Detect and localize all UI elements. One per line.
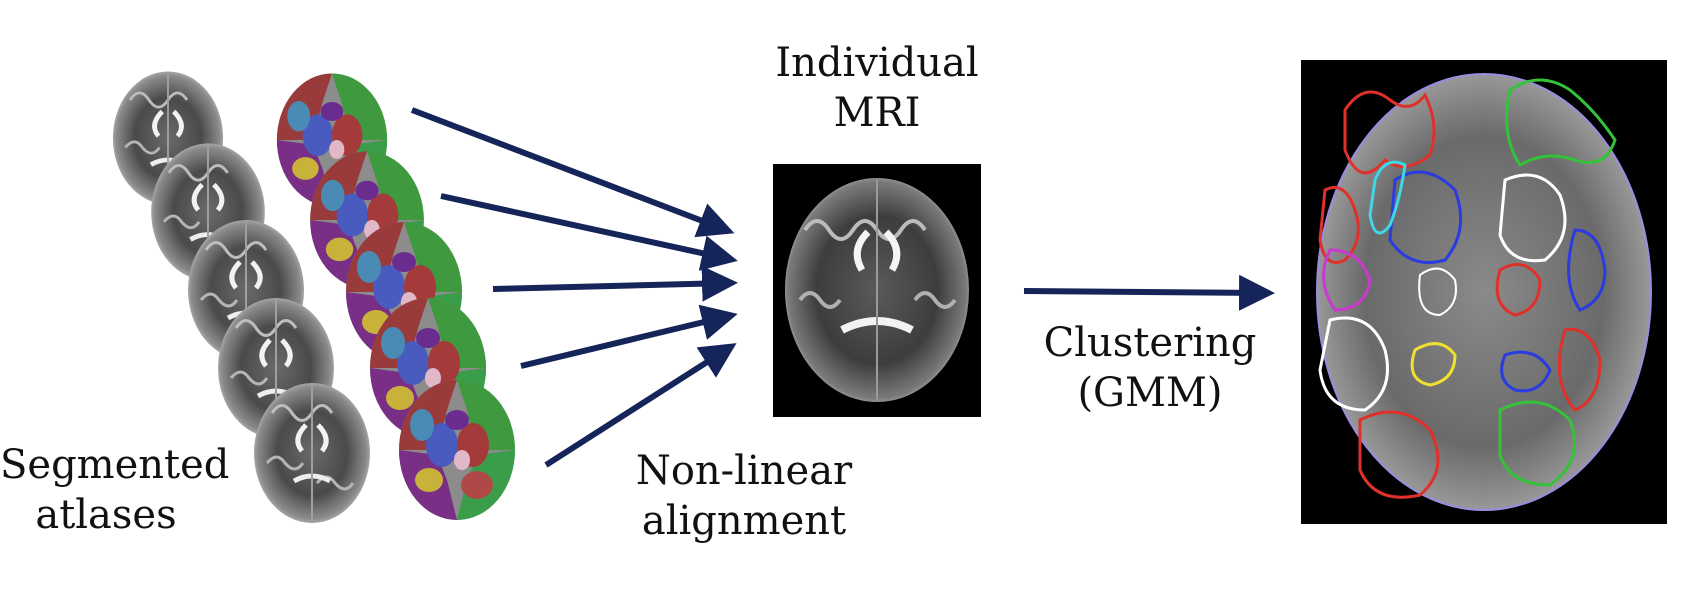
arrow-2 [440,193,738,271]
atlas-color-5 [399,380,515,520]
segmented-line1: Segmented [0,442,230,488]
clustering-arrow [1023,274,1275,311]
arrow-1 [410,107,735,238]
clustered-segmentation-image [1301,60,1667,524]
arrow-5 [544,343,737,468]
clustering-gmm-label: Clustering (GMM) [1040,318,1260,418]
alignment-arrows [410,107,738,468]
segmented-atlases-label: Segmented atlases [0,440,230,540]
atlas-gray-5 [254,383,370,523]
arrow-4 [520,304,738,369]
clustering-line2: (GMM) [1077,370,1223,416]
nonlinear-line2: alignment [641,498,847,544]
arrow-3 [492,265,738,302]
individual-line2: MRI [833,90,921,136]
nonlinear-line1: Non-linear [635,448,853,494]
individual-mri-title: Individual MRI [762,38,992,138]
segmented-line2: atlases [35,492,177,538]
individual-mri-image [773,164,981,417]
individual-line1: Individual [775,40,979,86]
clustering-line1: Clustering [1043,320,1257,366]
nonlinear-alignment-label: Non-linear alignment [628,446,860,546]
